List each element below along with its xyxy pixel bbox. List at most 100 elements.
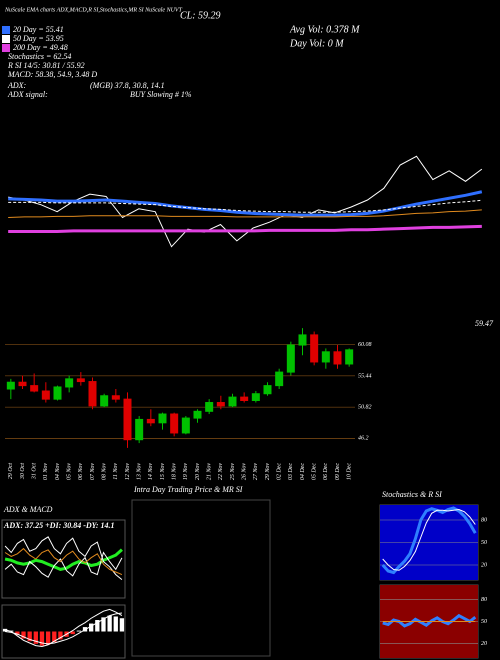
candle-body: [275, 371, 284, 387]
candle-body: [65, 378, 74, 388]
legend-label: 200 Day = 49.48: [13, 43, 68, 52]
day-volume: Day Vol: 0 M: [289, 38, 344, 49]
candle-body: [76, 378, 85, 383]
panel-title: ADX & MACD: [3, 505, 53, 514]
panel-frame: [1, 519, 126, 599]
y-tick-label: 80: [481, 597, 487, 603]
candle-body: [18, 381, 27, 387]
histogram-bar: [27, 631, 32, 642]
x-tick-label: 06 Dec: [323, 463, 329, 480]
histogram-bar: [101, 617, 106, 632]
histogram-bar: [113, 616, 118, 632]
histogram-bar: [45, 631, 51, 645]
legend-label: 20 Day = 55.41: [13, 25, 64, 34]
candle-body: [170, 413, 179, 434]
x-tick-label: 15 Nov: [160, 463, 166, 481]
candle-body: [123, 398, 132, 441]
y-tick-label: 50: [481, 619, 487, 625]
candle-body: [181, 417, 190, 434]
legend-swatch: [2, 35, 10, 43]
panel-subtitle: ADX: 37.25 +DI: 30.84 -DY: 14.1: [3, 521, 114, 530]
y-tick-label: 80: [481, 517, 487, 523]
candle-body: [298, 334, 307, 346]
x-tick-label: 27 Nov: [253, 463, 259, 481]
candle-body: [321, 351, 330, 363]
candle-body: [286, 344, 295, 373]
candle-body: [263, 385, 272, 395]
close-price: CL: 59.29: [180, 10, 221, 21]
histogram-bar: [15, 631, 20, 636]
stat: Stochastics = 62.54: [8, 52, 71, 61]
adx-value: (MGB) 37.8, 30.8, 14.1: [90, 81, 165, 90]
series-line: [382, 508, 476, 571]
histogram-bar: [119, 618, 125, 632]
x-tick-label: 29 Oct: [8, 463, 14, 479]
x-tick-label: 30 Oct: [20, 463, 26, 480]
y-tick-label: 20: [481, 641, 487, 647]
candle-body: [205, 402, 214, 412]
candle-body: [251, 393, 260, 401]
legend-swatch: [2, 26, 10, 34]
candle-body: [158, 413, 167, 424]
histogram-bar: [107, 615, 112, 632]
series-line: [4, 548, 123, 571]
histogram-bar: [39, 631, 45, 646]
series-line: [4, 547, 123, 576]
x-tick-label: 06 Nov: [78, 463, 84, 481]
series-line: [381, 506, 477, 575]
panel-frame: [1, 604, 126, 659]
legend-label: 50 Day = 53.95: [13, 34, 64, 43]
histogram-bar: [58, 631, 63, 640]
panel-title: Intra Day Trading Price & MR SI: [133, 485, 243, 494]
candle-body: [310, 334, 319, 363]
header-title: NuScale EMA charts ADX,MACD,R SI,Stochas…: [4, 7, 183, 13]
x-tick-label: 18 Nov: [172, 463, 178, 481]
series-line: [4, 608, 123, 648]
y-tick-label: 46.2: [358, 435, 369, 442]
histogram-bar: [21, 631, 26, 639]
series-line: [8, 190, 483, 217]
candle-body: [240, 396, 249, 401]
x-tick-label: 13 Nov: [137, 463, 143, 481]
x-tick-label: 11 Nov: [113, 463, 119, 480]
adx-label: ADX:: [7, 81, 27, 90]
candle-body: [41, 390, 50, 400]
series-line: [5, 612, 122, 645]
x-tick-label: 07 Nov: [90, 463, 96, 481]
x-tick-label: 26 Nov: [242, 463, 248, 481]
signal-value: BUY Slowing # 1%: [130, 90, 192, 99]
x-tick-label: 10 Dec: [347, 463, 353, 480]
histogram-bar: [52, 631, 57, 643]
candle-body: [30, 385, 39, 392]
panel-frame: [131, 499, 271, 657]
series-line: [4, 551, 123, 578]
x-tick-label: 25 Nov: [230, 463, 236, 481]
candle-body: [333, 351, 342, 365]
avg-volume: Avg Vol: 0.378 M: [289, 24, 360, 35]
candle-body: [216, 402, 225, 407]
x-tick-label: 22 Nov: [218, 463, 224, 481]
stat: R SI 14/5: 30.81 / 55.92: [7, 61, 85, 70]
series-line: [8, 224, 482, 233]
histogram-bar: [95, 620, 100, 632]
x-tick-label: 31 Oct: [32, 463, 38, 480]
histogram-bar: [33, 631, 38, 644]
x-tick-label: 02 Dec: [277, 463, 283, 480]
x-tick-label: 05 Nov: [67, 463, 73, 481]
x-tick-label: 12 Nov: [125, 463, 131, 481]
candle-body: [345, 349, 354, 365]
x-tick-label: 01 Nov: [43, 463, 49, 481]
candle-body: [53, 386, 62, 400]
candle-body: [100, 395, 109, 407]
x-tick-label: 21 Nov: [207, 463, 213, 481]
x-tick-label: 05 Dec: [312, 463, 318, 480]
candle-body: [228, 396, 237, 407]
x-tick-label: 04 Dec: [299, 463, 306, 480]
x-tick-label: 19 Nov: [183, 463, 189, 481]
candle-body: [146, 418, 155, 424]
candle-body: [6, 381, 15, 390]
histogram-bar: [89, 623, 94, 632]
y-tick-label: 20: [481, 562, 487, 568]
histogram-bar: [70, 631, 75, 635]
